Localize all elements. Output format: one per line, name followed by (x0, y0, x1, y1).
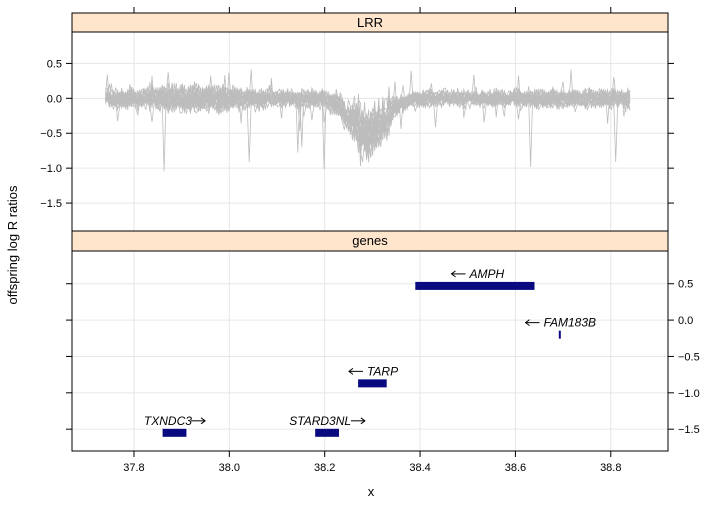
gene-label: FAM183B (544, 316, 596, 330)
gene-bar (415, 281, 535, 290)
y-tick-label: 0.0 (47, 93, 62, 105)
lrr-series-line (105, 69, 631, 161)
y-axis-label: offspring log R ratios (5, 185, 20, 304)
gene-bar (558, 330, 561, 339)
x-tick-label: 38.6 (505, 462, 526, 474)
strand-arrow-head (348, 367, 354, 375)
y-tick-label: 0.5 (678, 279, 693, 291)
x-tick-label: 37.8 (123, 462, 144, 474)
lrr-series-group (105, 69, 631, 172)
gene-bar (315, 428, 340, 437)
y-tick-label: −1.0 (678, 388, 700, 400)
strip-label: genes (352, 233, 388, 248)
x-axis-label: x (368, 484, 375, 499)
y-tick-label: 0.5 (47, 58, 62, 70)
y-tick-label: −1.5 (40, 198, 62, 210)
strand-arrow-head (450, 270, 456, 278)
lrr-series-line (105, 81, 631, 167)
gene-label: STARD3NL (289, 414, 351, 428)
lrr-series-line (105, 83, 631, 146)
y-tick-label: −0.5 (678, 351, 700, 363)
genes-panel: genes 0.5 0.0 −0.5 −1.0 −1.5 AMPH FAM183B TARP TX… (66, 230, 700, 452)
lrr-panel: LRR 0.5 0.0 −0.5 −1.0 −1.5 (40, 12, 674, 232)
x-tick-label: 38.8 (600, 462, 621, 474)
y-tick-label: −1.0 (40, 163, 62, 175)
lrr-series-line (105, 83, 631, 156)
strand-arrow-head (200, 417, 206, 425)
gene-bar (358, 379, 387, 388)
x-tick-label: 38.2 (314, 462, 335, 474)
strip-label: LRR (357, 15, 383, 30)
y-tick-label: −1.5 (678, 424, 700, 436)
gene-label: TXNDC3 (144, 414, 192, 428)
strand-arrow-head (524, 319, 530, 327)
strand-arrow-head (360, 417, 366, 425)
gene-bar (162, 428, 187, 437)
panel-border (71, 250, 669, 452)
gene-label: TARP (367, 364, 398, 378)
x-tick-label: 38.4 (409, 462, 430, 474)
y-tick-label: 0.0 (678, 315, 693, 327)
x-tick-label: 38.0 (219, 462, 240, 474)
gene-label: AMPH (468, 267, 504, 281)
y-tick-label: −0.5 (40, 128, 62, 140)
x-axis: 37.8 38.0 38.2 38.4 38.6 38.8 (123, 7, 621, 474)
